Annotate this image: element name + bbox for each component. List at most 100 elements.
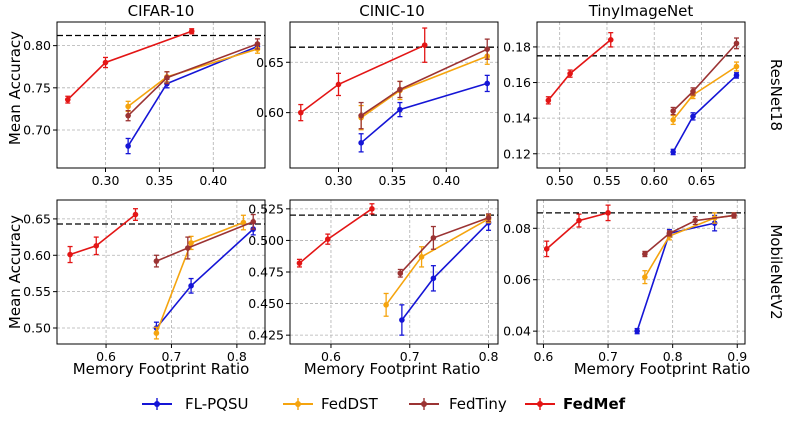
series-fl-pqsu xyxy=(153,222,257,335)
data-point xyxy=(731,212,737,219)
y-tick-label: 0.06 xyxy=(503,272,531,287)
series-fedtiny xyxy=(642,212,737,258)
series-line-fedtiny xyxy=(672,42,738,112)
panel-title-cinic10: CINIC-10 xyxy=(359,2,425,20)
data-point xyxy=(102,59,109,66)
y-tick-label: 0.04 xyxy=(503,324,531,339)
series-fedtiny xyxy=(670,37,740,116)
data-point xyxy=(605,210,611,216)
x-tick-label: 0.30 xyxy=(325,173,353,188)
x-axis-label-right: Memory Footprint Ratio xyxy=(574,360,751,378)
x-tick-label: 0.40 xyxy=(432,173,460,188)
data-point xyxy=(164,74,170,81)
x-tick-label: 0.7 xyxy=(400,349,420,364)
data-point xyxy=(545,97,552,104)
y-tick-label: 0.50 xyxy=(23,321,51,336)
axes-frame xyxy=(289,21,499,169)
data-point xyxy=(254,41,261,47)
x-tick-label: 0.6 xyxy=(534,349,554,364)
data-point xyxy=(642,251,648,257)
data-point xyxy=(670,108,676,114)
x-tick-label: 0.65 xyxy=(688,173,716,188)
data-point xyxy=(690,113,696,120)
series-fedtiny xyxy=(397,213,492,278)
data-point xyxy=(484,46,491,52)
x-tick-label: 0.9 xyxy=(727,349,747,364)
legend-marker-fedmef xyxy=(537,401,543,407)
x-axis-label-middle: Memory Footprint Ratio xyxy=(304,360,481,378)
legend-marker-fedtiny xyxy=(421,401,427,407)
legend: FL-PQSU FedDST FedTiny FedMef xyxy=(142,395,626,413)
y-tick-label: 0.14 xyxy=(503,111,531,126)
data-point xyxy=(358,112,364,119)
data-point xyxy=(692,217,699,224)
data-point xyxy=(153,330,160,336)
y-tick-label: 0.500 xyxy=(248,233,284,248)
x-tick-label: 0.50 xyxy=(546,173,574,188)
data-point xyxy=(325,236,331,242)
data-point xyxy=(576,217,582,224)
data-point xyxy=(335,81,342,88)
x-tick-label: 0.55 xyxy=(593,173,621,188)
legend-item-fedtiny: FedTiny xyxy=(409,395,507,413)
series-line-fedmef xyxy=(298,208,373,264)
series-line-fl-pqsu xyxy=(636,222,715,332)
y-tick-label: 0.80 xyxy=(23,38,51,53)
y-tick-label: 0.65 xyxy=(23,211,51,226)
panel-6: 0.6 0.7 0.8 0.9 0.04 0.06 0.08 xyxy=(503,199,747,364)
series-line-feddst xyxy=(672,65,737,121)
data-point xyxy=(67,251,73,258)
legend-item-feddst: FedDST xyxy=(283,395,379,413)
panel-1: 0.30 0.35 0.40 0.70 0.75 0.80 xyxy=(23,21,266,188)
data-point xyxy=(240,219,247,226)
data-point xyxy=(188,283,194,289)
legend-item-fl-pqsu: FL-PQSU xyxy=(142,395,249,413)
series-feddst xyxy=(383,214,492,317)
series-fedmef xyxy=(67,208,139,264)
y-tick-label: 0.70 xyxy=(23,123,51,138)
series-line-fl-pqsu xyxy=(401,222,490,321)
data-point xyxy=(64,96,71,103)
y-tick-label: 0.55 xyxy=(23,284,51,299)
data-point xyxy=(666,230,673,237)
y-tick-label: 0.12 xyxy=(503,146,531,161)
legend-label-fedtiny: FedTiny xyxy=(449,395,507,413)
y-axis-label-bottom: Mean Accuracy xyxy=(6,215,24,329)
axes-frame xyxy=(536,21,746,169)
legend-marker-feddst xyxy=(295,401,301,407)
data-point xyxy=(430,235,437,241)
panel-3: 0.50 0.55 0.60 0.65 0.12 0.14 0.16 0.18 xyxy=(503,21,746,188)
data-point xyxy=(358,140,364,146)
panel-title-tinyimagenet: TinyImageNet xyxy=(588,2,694,20)
series-fedmef xyxy=(296,203,375,268)
series-feddst xyxy=(125,44,261,113)
data-point xyxy=(125,112,131,119)
data-point xyxy=(733,40,740,47)
series-fedtiny xyxy=(125,38,261,122)
data-point xyxy=(369,206,375,212)
data-point xyxy=(485,214,492,221)
series-feddst xyxy=(153,214,247,340)
data-point xyxy=(397,86,403,93)
x-tick-label: 0.8 xyxy=(227,349,247,364)
data-point xyxy=(125,103,131,110)
data-point xyxy=(188,240,194,246)
series-line-fl-pqsu xyxy=(360,82,488,144)
y-tick-label: 0.525 xyxy=(248,201,284,216)
data-point xyxy=(297,109,304,116)
data-point xyxy=(383,302,389,308)
series-fedmef xyxy=(64,28,195,104)
data-point xyxy=(670,149,676,155)
y-tick-label: 0.425 xyxy=(248,328,284,343)
y-tick-label: 0.75 xyxy=(23,80,51,95)
panel-title-cifar10: CIFAR-10 xyxy=(128,2,195,20)
legend-marker-fl-pqsu xyxy=(154,401,160,407)
data-point xyxy=(567,70,573,77)
x-tick-label: 0.35 xyxy=(378,173,406,188)
data-point xyxy=(93,243,100,249)
data-point xyxy=(185,245,191,251)
series-fedmef xyxy=(545,32,614,105)
y-tick-label: 0.08 xyxy=(503,221,531,236)
x-axis-label-left: Memory Footprint Ratio xyxy=(73,360,250,378)
